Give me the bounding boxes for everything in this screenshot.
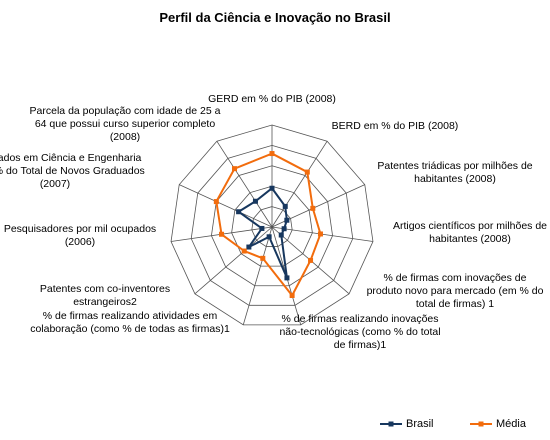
axis-label: Patentes com co-inventores estrangeiros2 (39, 283, 171, 308)
grid-ring (231, 185, 313, 267)
marker (310, 205, 316, 211)
legend-marker (478, 421, 484, 427)
marker (269, 151, 275, 157)
grid-ring (190, 144, 354, 306)
axis-label: Pesquisadores por mil ocupados (2006) (3, 223, 157, 248)
axis-label: Artigos científicos por milhões de habit… (392, 220, 548, 245)
marker (282, 203, 288, 209)
axis-label: Graduados em Ciência e Engenharia como %… (0, 152, 145, 190)
marker (284, 275, 290, 281)
axis-label: % de firmas realizando inovações não-tec… (279, 313, 441, 351)
legend-label: Brasil (406, 418, 434, 430)
marker (213, 199, 219, 205)
marker (236, 209, 242, 215)
axis-label: % de firmas realizando atividades em col… (30, 310, 230, 335)
marker (246, 244, 252, 250)
marker (317, 231, 323, 237)
marker (232, 166, 238, 172)
legend-label: Média (496, 418, 526, 430)
axis-label: Patentes triádicas por milhões de habita… (377, 160, 533, 185)
marker (304, 169, 310, 175)
marker (259, 225, 265, 231)
marker (308, 257, 314, 263)
marker (278, 232, 284, 238)
marker (241, 248, 247, 254)
marker (266, 234, 272, 240)
axis-label: Parcela da população com idade de 25 a 6… (29, 105, 221, 143)
legend-marker (388, 421, 394, 427)
grid-ring (211, 165, 333, 287)
series-line (215, 152, 322, 298)
marker (269, 185, 275, 191)
marker (284, 217, 290, 223)
marker (252, 198, 258, 204)
marker (289, 293, 295, 299)
spoke (194, 226, 273, 295)
grid-ring (251, 206, 293, 247)
axis-label: GERD em % do PIB (2008) (208, 93, 336, 105)
axis-label: BERD em % do PIB (2008) (331, 120, 459, 132)
marker (260, 255, 266, 261)
chart-title: Perfil da Ciência e Inovação no Brasil (159, 10, 391, 25)
spoke (271, 140, 328, 228)
spoke (179, 184, 273, 228)
marker (281, 226, 287, 232)
grid-ring (170, 124, 374, 326)
spoke (242, 226, 273, 325)
axis-label: % de firmas com inovações de produto nov… (366, 272, 544, 310)
marker (219, 231, 225, 237)
spoke (216, 140, 273, 228)
